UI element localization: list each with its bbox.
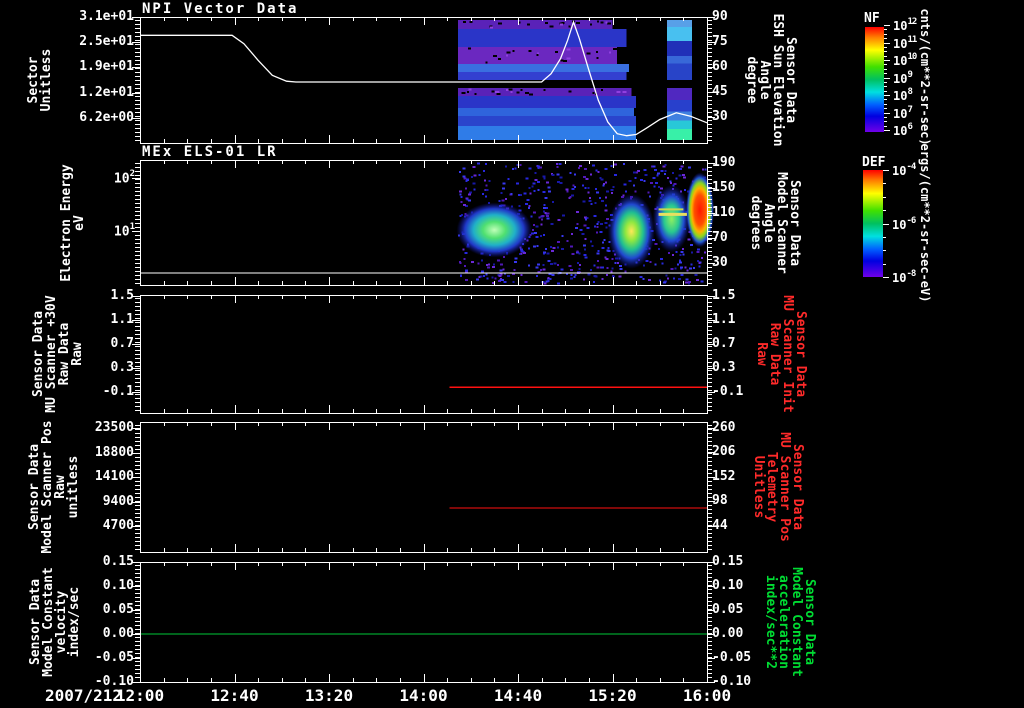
y-left-tick-label: -0.05 bbox=[94, 650, 134, 665]
y-left-tick-label: 23500 bbox=[94, 420, 134, 435]
colorbar-nf-tick-label: 109 bbox=[893, 69, 913, 86]
y-right-tick-label: 0.00 bbox=[712, 626, 744, 641]
colorbar-nf-tick-label: 1010 bbox=[893, 51, 917, 68]
y-left-tick-label: 14100 bbox=[94, 469, 134, 484]
colorbar-def-units: ergs/(cm**2-sr-sec-eV) bbox=[918, 143, 932, 303]
y-left-tick-label: 0.3 bbox=[110, 360, 134, 376]
y-left-tick-label: 0.7 bbox=[110, 336, 134, 352]
x-axis-time-label: 12:40 bbox=[210, 686, 259, 705]
y-right-tick-label: 150 bbox=[712, 180, 736, 196]
y-left-tick-label: 0.15 bbox=[102, 554, 134, 569]
y-right-tick-label: 44 bbox=[712, 517, 728, 533]
colorbar-nf-tick-label: 1012 bbox=[893, 16, 917, 33]
colorbar-def-tick-label: 10-4 bbox=[892, 161, 916, 178]
y-left-tick-label: 18800 bbox=[94, 444, 134, 460]
y-right-tick-label: 1.1 bbox=[712, 312, 736, 328]
y-right-tick-label: 30 bbox=[712, 109, 728, 124]
colorbar-nf-tick-label: 107 bbox=[893, 104, 913, 121]
x-axis-time-label: 12:00 bbox=[115, 686, 165, 705]
y-left-tick-label: -0.10 bbox=[94, 674, 134, 689]
panel1-title: NPI Vector Data bbox=[142, 1, 299, 17]
y-left-tick-label: 1.1 bbox=[110, 312, 134, 328]
y-left-tick-label: 1.5 bbox=[110, 288, 134, 304]
y-right-tick-label: 70 bbox=[712, 230, 728, 246]
colorbar-def-tick-label: 10-6 bbox=[892, 215, 916, 232]
y-right-tick-label: 1.5 bbox=[712, 288, 736, 304]
y-right-tick-label: 60 bbox=[712, 59, 728, 74]
x-axis-time-label: 13:20 bbox=[304, 686, 354, 705]
y-right-tick-label: -0.05 bbox=[712, 650, 752, 665]
y-right-tick-label: -0.1 bbox=[712, 384, 744, 400]
y-right-tick-label: 0.15 bbox=[712, 554, 744, 569]
y-left-tick-label: 6.2e+00 bbox=[79, 109, 134, 125]
y-left-tick-label: 3.1e+01 bbox=[79, 9, 134, 24]
y-right-tick-label: 190 bbox=[712, 155, 736, 171]
y-left-tick-label: -0.1 bbox=[102, 384, 134, 400]
x-axis-time-label: 14:40 bbox=[493, 686, 543, 705]
y-right-tick-label: 0.05 bbox=[712, 602, 744, 617]
panel2-title: MEx ELS-01 LR bbox=[142, 144, 278, 160]
y-right-tick-label: 206 bbox=[712, 444, 736, 460]
colorbar-nf-tick-label: 1011 bbox=[893, 34, 917, 51]
y-right-tick-label: 98 bbox=[712, 493, 728, 509]
y-right-tick-label: 30 bbox=[712, 255, 728, 271]
x-axis-time-label: 15:20 bbox=[588, 686, 637, 705]
y-right-tick-label: 90 bbox=[712, 9, 728, 24]
y-right-tick-label: 110 bbox=[712, 205, 736, 221]
y-right-tick-label: 45 bbox=[712, 84, 728, 99]
y-left-tick-label: 4700 bbox=[102, 518, 134, 533]
y-right-tick-label: 0.10 bbox=[712, 578, 744, 593]
y-right-tick-label: -0.10 bbox=[712, 674, 752, 689]
y-left-tick-label: 0.10 bbox=[102, 578, 134, 593]
y-left-tick-label: 1.9e+01 bbox=[79, 59, 134, 75]
y-right-tick-label: 75 bbox=[712, 34, 728, 49]
y-left-tick-label: 1.2e+01 bbox=[79, 84, 134, 100]
y-left-tick-label: 0.00 bbox=[102, 626, 134, 641]
y-left-axis-label: Sector Unitless bbox=[26, 48, 54, 112]
colorbar-def-tick-label: 10-8 bbox=[892, 268, 916, 285]
colorbar-nf-gradient bbox=[865, 27, 884, 132]
colorbar-def-title: DEF bbox=[862, 155, 886, 170]
colorbar-nf-tick-label: 108 bbox=[893, 86, 913, 103]
x-axis-date-label: 2007/212 bbox=[44, 686, 122, 705]
y-right-tick-label: 0.7 bbox=[712, 336, 736, 352]
y-left-tick-label: 101 bbox=[113, 222, 135, 240]
y-left-tick-label: 9400 bbox=[102, 493, 134, 509]
y-right-tick-label: 152 bbox=[712, 468, 736, 484]
y-left-tick-label: 102 bbox=[113, 169, 135, 187]
y-right-tick-label: 0.3 bbox=[712, 360, 736, 376]
y-right-axis-label: Sensor Data Model Constant acceleration ind… bbox=[763, 567, 817, 677]
colorbar-nf-tick-label: 106 bbox=[893, 121, 913, 138]
colorbar-nf-title: NF bbox=[864, 11, 880, 26]
y-left-tick-label: 2.5e+01 bbox=[79, 34, 134, 50]
y-left-tick-label: 0.05 bbox=[102, 602, 134, 617]
colorbar-def-gradient bbox=[863, 170, 883, 277]
x-axis-time-label: 14:00 bbox=[399, 686, 448, 705]
y-left-axis-label: Sensor Data Model Constant velocity index/s… bbox=[28, 567, 82, 677]
x-axis-time-label: 16:00 bbox=[682, 686, 732, 705]
y-right-tick-label: 260 bbox=[712, 420, 736, 435]
